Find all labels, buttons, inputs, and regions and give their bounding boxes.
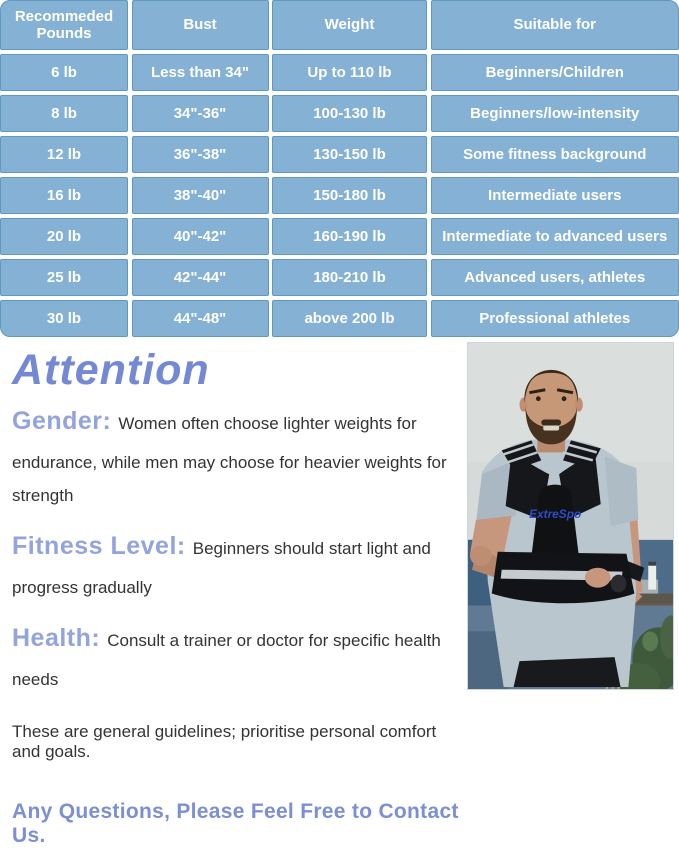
table-cell: 36"-38" xyxy=(132,136,269,174)
right-fist xyxy=(470,546,492,566)
table-cell: 180-210 lb xyxy=(272,259,427,297)
attention-title: Attention xyxy=(12,346,464,395)
table-cell: 38"-40" xyxy=(132,177,269,215)
table-cell: Beginners/low-intensity xyxy=(431,95,679,133)
table-cell: 16 lb xyxy=(0,177,128,215)
shorts xyxy=(514,657,621,687)
contact-us-line: Any Questions, Please Feel Free to Conta… xyxy=(12,800,464,848)
attention-section: Attention Gender:Women often choose ligh… xyxy=(12,338,464,848)
fitness-level-label: Fitness Level: xyxy=(12,532,186,560)
mouth xyxy=(543,426,559,431)
lighthouse xyxy=(648,564,656,590)
table-cell: 160-190 lb xyxy=(272,218,427,256)
table-cell: 150-180 lb xyxy=(272,177,427,215)
table-cell: Some fitness background xyxy=(431,136,679,174)
table-cell: Intermediate to advanced users xyxy=(431,218,679,256)
table-cell: 34"-36" xyxy=(132,95,269,133)
table-cell: 100-130 lb xyxy=(272,95,427,133)
table-cell: 6 lb xyxy=(0,54,128,92)
eye xyxy=(562,396,567,401)
table-cell: Intermediate users xyxy=(431,177,679,215)
table-header-weight: Weight xyxy=(272,0,427,50)
left-hand xyxy=(585,568,611,588)
table-cell: 40"-42" xyxy=(132,218,269,256)
table-cell: Up to 110 lb xyxy=(272,54,427,92)
vest-brand-logo: ExtreSpo xyxy=(529,507,581,521)
table-cell: 42"-44" xyxy=(132,259,269,297)
watch xyxy=(611,575,627,593)
runner-photo-illustration: ExtreSpo xyxy=(468,343,673,689)
eye xyxy=(536,396,541,401)
table-cell: 44"-48" xyxy=(132,300,269,338)
attention-item-fitness-level: Fitness Level:Beginners should start lig… xyxy=(12,522,464,604)
table-cell: 25 lb xyxy=(0,259,128,297)
table-header-suitable-for: Suitable for xyxy=(431,0,679,50)
table-cell: Professional athletes xyxy=(431,300,679,338)
table-cell: 30 lb xyxy=(0,300,128,338)
table-header-bust: Bust xyxy=(132,0,269,50)
table-cell: Advanced users, athletes xyxy=(431,259,679,297)
table-cell: 130-150 lb xyxy=(272,136,427,174)
health-label: Health: xyxy=(12,624,100,652)
table-header-recommended-pounds: Recommeded Pounds xyxy=(0,0,128,50)
table-cell: 8 lb xyxy=(0,95,128,133)
table-cell: above 200 lb xyxy=(272,300,427,338)
attention-item-gender: Gender:Women often choose lighter weight… xyxy=(12,397,464,512)
table-cell: Beginners/Children xyxy=(431,54,679,92)
gender-label: Gender: xyxy=(12,407,111,435)
size-table: Recommeded Pounds Bust Weight Suitable f… xyxy=(0,0,679,337)
general-guidelines-note: These are general guidelines; prioritise… xyxy=(12,722,464,762)
product-photo: ExtreSpo xyxy=(467,342,674,690)
attention-item-health: Health:Consult a trainer or doctor for s… xyxy=(12,614,464,696)
table-cell: Less than 34" xyxy=(132,54,269,92)
table-cell: 20 lb xyxy=(0,218,128,256)
mustache xyxy=(541,420,561,426)
table-cell: 12 lb xyxy=(0,136,128,174)
